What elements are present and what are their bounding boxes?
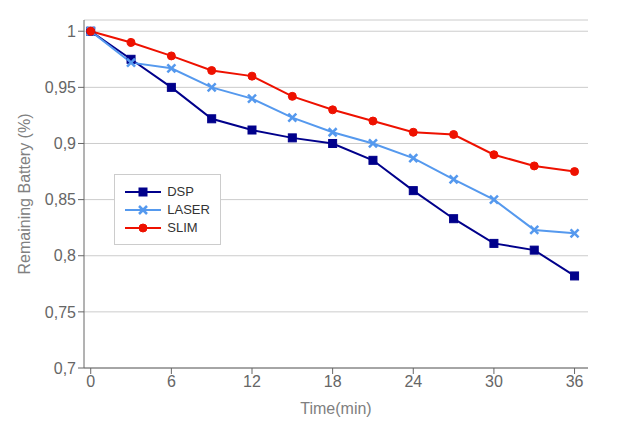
html-text:SLIM: SLIM [167, 220, 198, 235]
svg-text:0: 0 [86, 373, 95, 390]
svg-text:0,85: 0,85 [45, 191, 76, 208]
svg-text:0,9: 0,9 [54, 135, 76, 152]
svg-text:18: 18 [324, 373, 342, 390]
svg-text:6: 6 [167, 373, 176, 390]
svg-text:12: 12 [243, 373, 261, 390]
html-text:DSP: DSP [167, 184, 194, 199]
svg-text:0,95: 0,95 [45, 79, 76, 96]
svg-text:Remaining Battery (%): Remaining Battery (%) [16, 114, 33, 275]
svg-text:36: 36 [566, 373, 584, 390]
svg-text:0,8: 0,8 [54, 247, 76, 264]
svg-text:24: 24 [404, 373, 422, 390]
svg-text:0,75: 0,75 [45, 304, 76, 321]
svg-text:0,7: 0,7 [54, 360, 76, 377]
svg-text:Time(min): Time(min) [300, 400, 371, 417]
html-text:LASER: LASER [167, 202, 210, 217]
svg-text:30: 30 [485, 373, 503, 390]
svg-text:1: 1 [67, 23, 76, 40]
